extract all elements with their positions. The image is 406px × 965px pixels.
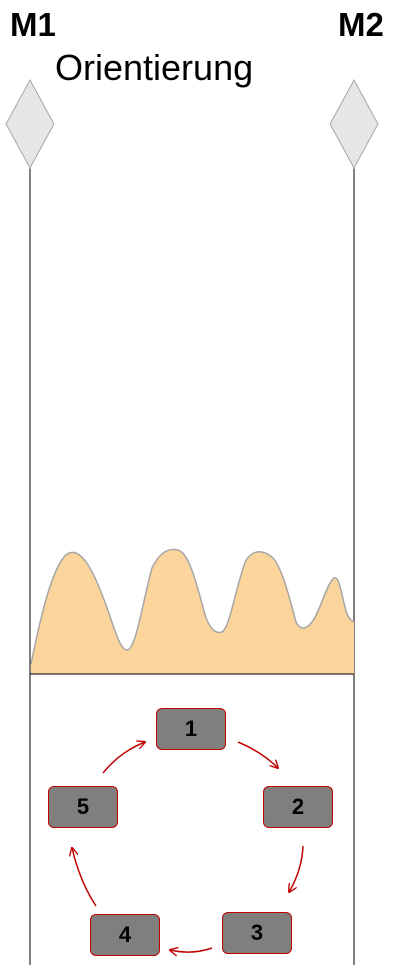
cycle-step-4: 4 <box>90 914 160 956</box>
arrow-4-to-5 <box>72 848 97 907</box>
activity-wave-outline <box>30 548 355 665</box>
milestone-m1-label: M1 <box>10 6 56 43</box>
cycle-step-5: 5 <box>48 786 118 828</box>
cycle-step-2: 2 <box>263 786 333 828</box>
m1-diamond-icon <box>5 78 55 170</box>
arrow-3-to-4 <box>170 948 213 952</box>
activity-wave-area <box>31 549 354 674</box>
arrow-2-to-3 <box>289 845 304 892</box>
cycle-step-1: 1 <box>156 708 226 750</box>
arrow-5-to-1 <box>102 742 145 774</box>
cycle-step-3: 3 <box>222 912 292 954</box>
milestone-m2-label: M2 <box>338 6 384 43</box>
arrow-1-to-2 <box>237 741 278 768</box>
phase-title: Orientierung <box>55 47 254 88</box>
m2-diamond-icon <box>329 78 379 170</box>
